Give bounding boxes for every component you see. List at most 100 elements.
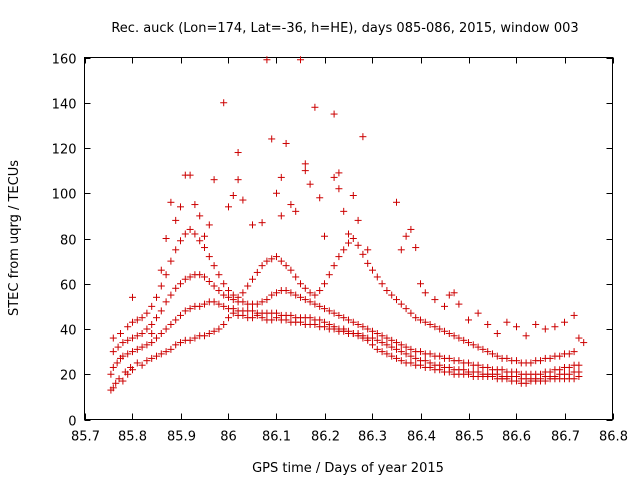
- data-point: [177, 311, 184, 319]
- data-point: [133, 316, 141, 324]
- data-point: [436, 325, 444, 333]
- data-point: [205, 253, 213, 261]
- data-point: [215, 325, 223, 333]
- data-point: [273, 289, 280, 297]
- data-point: [205, 330, 213, 338]
- data-point: [196, 237, 204, 245]
- data-point: [402, 350, 410, 358]
- data-point: [556, 352, 564, 360]
- data-point: [186, 305, 194, 313]
- data-point: [349, 318, 357, 326]
- x-tick-label: 86: [220, 430, 237, 445]
- data-point: [191, 334, 199, 342]
- y-tick-label: 100: [52, 188, 77, 203]
- data-point: [220, 302, 228, 310]
- data-point: [321, 318, 328, 326]
- data-point: [455, 357, 463, 365]
- data-point: [263, 257, 271, 265]
- data-point: [306, 314, 314, 322]
- data-point: [172, 341, 180, 349]
- data-point: [148, 339, 156, 347]
- data-point: [445, 291, 453, 299]
- data-point: [474, 343, 482, 351]
- data-point: [287, 266, 295, 274]
- data-point: [460, 366, 468, 374]
- data-point: [556, 366, 564, 374]
- data-point: [297, 293, 304, 301]
- data-point: [570, 348, 578, 356]
- x-tick-label: 86.2: [311, 430, 340, 445]
- data-point: [412, 244, 420, 252]
- data-point: [383, 341, 391, 349]
- y-tick-label: 80: [60, 234, 77, 249]
- data-point: [263, 296, 271, 304]
- data-point: [340, 314, 348, 322]
- data-point: [311, 291, 319, 299]
- data-point: [277, 257, 285, 265]
- x-tick-label: 86.6: [502, 430, 531, 445]
- data-point: [455, 334, 463, 342]
- data-point: [311, 300, 319, 308]
- data-point: [513, 323, 520, 331]
- data-point: [354, 330, 362, 338]
- data-point: [277, 173, 285, 181]
- data-point: [407, 309, 415, 317]
- data-point: [340, 207, 348, 215]
- data-point: [465, 316, 472, 324]
- data-point: [378, 332, 386, 340]
- data-point: [133, 359, 141, 367]
- data-point: [397, 300, 405, 308]
- data-point: [220, 280, 228, 288]
- y-tick-label: 120: [52, 143, 77, 158]
- data-point: [393, 198, 400, 206]
- x-tick-label: 86.4: [407, 430, 436, 445]
- data-point: [378, 339, 386, 347]
- data-point: [186, 273, 194, 281]
- data-point: [474, 309, 482, 317]
- data-point: [412, 354, 420, 362]
- data-point: [340, 325, 348, 333]
- data-point: [172, 316, 180, 324]
- data-point: [330, 262, 338, 270]
- data-point: [153, 352, 160, 360]
- data-point: [234, 293, 242, 301]
- data-point: [321, 280, 328, 288]
- data-point: [354, 320, 362, 328]
- data-point: [172, 284, 180, 292]
- data-point: [369, 334, 376, 342]
- data-point: [292, 273, 300, 281]
- data-point: [316, 302, 324, 310]
- y-tick-label: 60: [60, 279, 77, 294]
- data-point: [301, 167, 309, 175]
- data-point: [537, 370, 544, 378]
- data-point: [205, 221, 213, 229]
- data-point: [349, 192, 357, 200]
- data-point: [210, 298, 218, 306]
- data-point: [201, 300, 208, 308]
- data-point: [551, 323, 559, 331]
- data-point: [225, 203, 232, 211]
- data-point: [364, 259, 372, 267]
- data-point: [493, 330, 501, 338]
- data-point: [484, 363, 492, 371]
- data-point: [186, 225, 194, 233]
- data-point: [220, 99, 228, 107]
- data-point: [513, 357, 520, 365]
- data-point: [330, 173, 338, 181]
- data-point: [109, 363, 117, 371]
- data-point: [575, 368, 583, 376]
- data-point: [124, 323, 132, 331]
- x-axis-label: GPS time / Days of year 2015: [252, 461, 444, 476]
- data-point: [157, 350, 165, 358]
- x-tick-label: 86.3: [358, 430, 387, 445]
- data-point: [364, 246, 372, 254]
- data-point: [335, 185, 343, 193]
- data-point: [465, 359, 472, 367]
- data-point: [575, 334, 583, 342]
- data-point: [330, 323, 338, 331]
- data-point: [393, 296, 400, 304]
- data-point: [249, 314, 256, 322]
- data-point: [522, 332, 530, 340]
- data-point: [186, 336, 194, 344]
- data-point: [321, 232, 328, 240]
